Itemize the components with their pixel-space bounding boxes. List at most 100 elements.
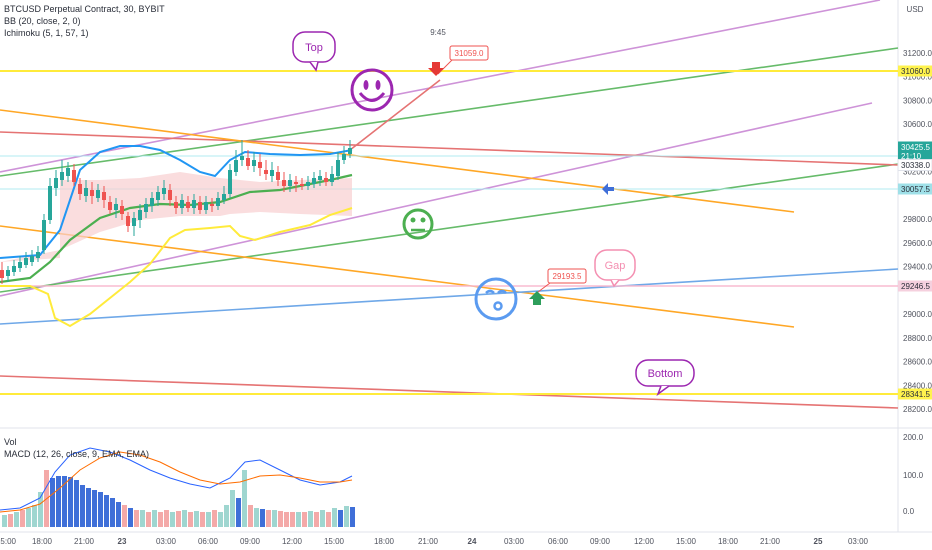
candle-body[interactable] — [102, 192, 106, 200]
down-arrow-icon[interactable] — [428, 62, 444, 76]
price-tag-current-price[interactable]: 30425.5 — [898, 141, 932, 153]
candle-body[interactable] — [336, 160, 340, 176]
candle-body[interactable] — [348, 148, 352, 154]
candle-body[interactable] — [270, 170, 274, 176]
price-tag-level-29246[interactable]: 29246.5 — [898, 280, 932, 292]
price-tag-text: 30425.5 — [901, 143, 930, 152]
candle-body[interactable] — [168, 190, 172, 200]
candle-body[interactable] — [276, 172, 280, 180]
candle-body[interactable] — [66, 168, 70, 176]
candle-body[interactable] — [246, 158, 250, 166]
candle-body[interactable] — [24, 258, 28, 265]
candle-body[interactable] — [264, 170, 268, 174]
candle-body[interactable] — [204, 202, 208, 210]
candle-body[interactable] — [42, 220, 46, 250]
trend-line-red-upper[interactable] — [0, 131, 899, 166]
trend-line-purple-mid[interactable] — [0, 102, 873, 297]
candle-body[interactable] — [288, 180, 292, 186]
candle-body[interactable] — [312, 178, 316, 184]
neutral-face-icon[interactable] — [402, 208, 434, 240]
price-tag-level-30338[interactable]: 30338.0 — [897, 159, 932, 171]
candle-body[interactable] — [342, 154, 346, 160]
trend-line-purple-upper[interactable] — [0, 0, 881, 173]
volume-bar — [272, 510, 277, 527]
candle-body[interactable] — [294, 182, 298, 184]
price-tag-level-28341[interactable]: 28341.5 — [898, 388, 932, 400]
candle-body[interactable] — [60, 172, 64, 180]
gap-callout[interactable]: Gap — [594, 249, 636, 288]
top-callout[interactable]: Top — [292, 31, 336, 72]
candle-body[interactable] — [180, 200, 184, 208]
candle-body[interactable] — [324, 178, 328, 182]
candle-body[interactable] — [126, 216, 130, 226]
candle-body[interactable] — [36, 252, 40, 258]
candle-body[interactable] — [150, 198, 154, 206]
candle-body[interactable] — [0, 270, 4, 278]
legend-symbol[interactable]: BTCUSD Perpetual Contract, 30, BYBIT — [4, 4, 165, 14]
candlestick-series[interactable] — [0, 140, 352, 284]
trend-line-orange-lower[interactable] — [0, 225, 795, 328]
candle-body[interactable] — [192, 200, 196, 208]
left-arrow-icon[interactable] — [602, 183, 614, 195]
candle-body[interactable] — [306, 182, 310, 186]
legend-vol[interactable]: Vol — [4, 437, 17, 447]
candle-body[interactable] — [210, 204, 214, 206]
legend-ichimoku[interactable]: Ichimoku (5, 1, 57, 1) — [4, 28, 89, 38]
volume-histogram[interactable] — [2, 470, 355, 527]
price-tag-level-31060[interactable]: 31060.0 — [898, 65, 932, 77]
legend-bb[interactable]: BB (20, close, 2, 0) — [4, 16, 81, 26]
candle-body[interactable] — [330, 174, 334, 182]
trend-line-orange-upper[interactable] — [0, 109, 795, 213]
happy-face-icon[interactable] — [350, 68, 394, 112]
price-tag-countdown[interactable]: 21:10 — [898, 150, 932, 162]
trend-line-red-lower[interactable] — [0, 375, 899, 409]
candle-body[interactable] — [6, 270, 10, 276]
candle-body[interactable] — [228, 170, 232, 194]
candle-body[interactable] — [18, 262, 22, 268]
up-arrow-icon[interactable] — [529, 291, 545, 305]
candle-body[interactable] — [186, 202, 190, 208]
price-tag-level-30057[interactable]: 30057.5 — [898, 183, 932, 195]
candle-body[interactable] — [282, 180, 286, 186]
legend-macd[interactable]: MACD (12, 26, close, 9, EMA, EMA) — [4, 449, 150, 459]
candle-body[interactable] — [234, 160, 238, 172]
candle-body[interactable] — [144, 204, 148, 212]
trend-line-red-projection[interactable] — [349, 79, 441, 151]
candle-body[interactable] — [318, 176, 322, 180]
trend-line-blue[interactable] — [0, 268, 899, 325]
face-eye — [485, 289, 495, 294]
candle-body[interactable] — [162, 188, 166, 194]
candle-body[interactable] — [108, 202, 112, 210]
candle-body[interactable] — [132, 218, 136, 226]
candle-body[interactable] — [198, 202, 202, 210]
candle-body[interactable] — [252, 160, 256, 166]
candle-body[interactable] — [300, 184, 304, 186]
price-axis-tick: 31000.0 — [903, 73, 932, 82]
candle-body[interactable] — [48, 186, 52, 220]
candle-body[interactable] — [84, 188, 88, 196]
candle-body[interactable] — [30, 256, 34, 262]
candle-body[interactable] — [54, 178, 58, 188]
target-price-label[interactable]: 31059.0 — [449, 45, 489, 61]
candle-body[interactable] — [12, 266, 16, 272]
candle-body[interactable] — [174, 202, 178, 208]
bottom-callout[interactable]: Bottom — [635, 359, 695, 397]
trend-line-green-upper[interactable] — [0, 47, 899, 177]
trend-line-green-lower[interactable] — [0, 163, 899, 293]
candle-body[interactable] — [72, 170, 76, 182]
candle-body[interactable] — [258, 162, 262, 168]
candle-body[interactable] — [216, 198, 220, 206]
candle-body[interactable] — [90, 190, 94, 196]
candle-body[interactable] — [78, 184, 82, 194]
candle-body[interactable] — [114, 204, 118, 210]
candle-body[interactable] — [138, 210, 142, 220]
support-price-label[interactable]: 29193.5 — [547, 268, 587, 284]
candle-body[interactable] — [96, 190, 100, 198]
candle-body[interactable] — [240, 156, 244, 160]
sleepy-face-icon[interactable] — [474, 277, 518, 321]
candle-body[interactable] — [156, 192, 160, 200]
candle-body[interactable] — [120, 206, 124, 214]
candle-body[interactable] — [222, 194, 226, 200]
